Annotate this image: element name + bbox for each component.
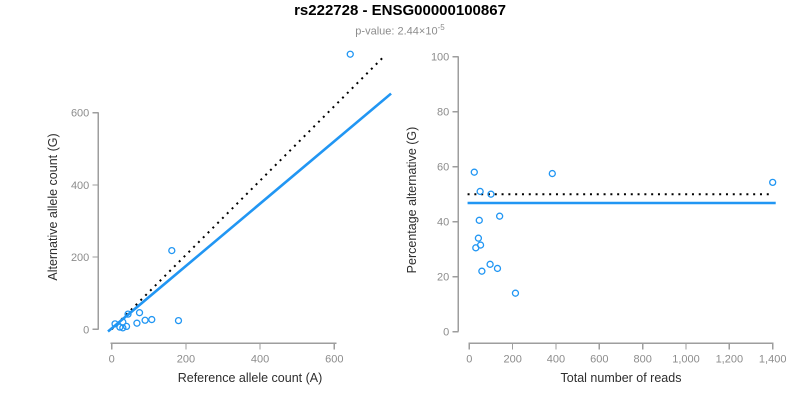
data-point: [548, 169, 556, 178]
regression-line: [107, 92, 392, 333]
pvalue-text: p-value: 2.44×10: [355, 25, 438, 38]
data-point: [493, 264, 502, 273]
x-tick-label: 400: [251, 353, 269, 365]
x-axis-title: Total number of reads: [561, 371, 682, 385]
y-tick-label: 100: [431, 52, 449, 64]
y-tick-label: 400: [71, 180, 89, 192]
x-tick-label: 1,000: [672, 353, 700, 365]
y-tick-label: 60: [437, 162, 449, 174]
y-tick-label: 0: [443, 327, 449, 339]
x-tick-label: 0: [466, 353, 472, 365]
y-tick-label: 40: [437, 217, 449, 229]
x-axis-title: Reference allele count (A): [178, 371, 323, 385]
data-point: [174, 316, 183, 325]
y-axis-title: Percentage alternative (G): [405, 127, 419, 274]
y-tick-label: 600: [71, 108, 89, 120]
x-tick-label: 600: [590, 353, 608, 365]
data-point: [511, 289, 520, 297]
data-point: [148, 315, 156, 324]
y-axis-title: Alternative allele count (G): [46, 133, 60, 280]
y-tick-label: 200: [71, 252, 89, 264]
data-point: [495, 212, 504, 220]
x-tick-label: 400: [547, 353, 565, 365]
y-tick-label: 20: [437, 272, 449, 284]
right-scatter-plot: 0 20 40 60 80 100 0 200 400 600 800 1,000 1,200 1,400…: [405, 52, 786, 385]
data-point: [122, 322, 131, 331]
x-tick-label: 1,200: [716, 353, 744, 365]
data-point: [486, 260, 494, 268]
x-tick-label: 200: [503, 353, 521, 365]
data-point: [141, 316, 149, 324]
data-point: [474, 234, 483, 242]
pvalue-exponent: -5: [437, 23, 445, 32]
chart-subtitle: p-value: 2.44×10-5: [0, 23, 800, 38]
data-point: [346, 50, 354, 58]
x-tick-label: 1,400: [759, 353, 787, 365]
y-tick-label: 0: [83, 324, 89, 336]
x-tick-label: 200: [177, 353, 195, 365]
data-point: [475, 216, 483, 224]
data-point: [476, 241, 485, 249]
data-point: [135, 309, 144, 317]
identity-line: [110, 55, 386, 331]
x-tick-label: 0: [109, 353, 115, 365]
data-point: [476, 187, 484, 196]
data-point: [168, 246, 176, 255]
x-tick-label: 600: [325, 353, 343, 365]
data-point: [470, 168, 478, 176]
data-point: [111, 320, 119, 328]
data-point: [124, 310, 132, 318]
chart-title: rs222728 - ENSG00000100867: [294, 2, 506, 19]
data-point: [478, 267, 486, 275]
x-tick-label: 800: [633, 353, 651, 365]
data-point: [119, 318, 127, 326]
data-point: [487, 190, 495, 198]
data-point: [133, 319, 141, 327]
data-point: [769, 178, 777, 187]
y-tick-label: 80: [437, 107, 449, 119]
